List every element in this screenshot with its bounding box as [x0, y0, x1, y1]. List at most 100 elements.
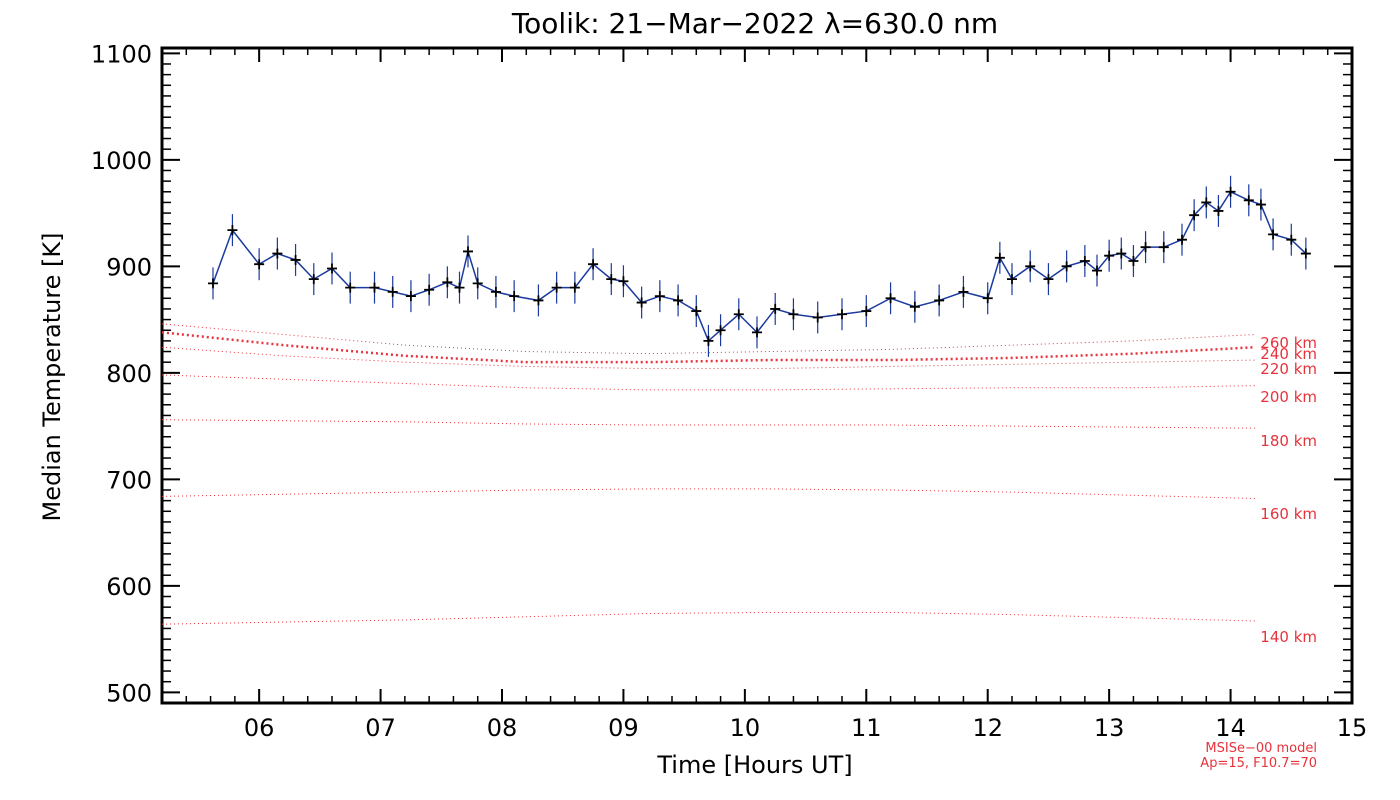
data-point	[490, 286, 501, 297]
model-curve	[161, 374, 1255, 391]
x-tick-label: 14	[1215, 714, 1246, 742]
data-point	[1061, 261, 1072, 272]
data-point	[934, 295, 945, 306]
temperature-series	[208, 175, 1311, 357]
data-point	[454, 282, 465, 293]
y-tick-label: 1100	[91, 40, 152, 68]
x-tick-label: 15	[1337, 714, 1368, 742]
data-point	[442, 277, 453, 288]
data-point	[636, 297, 647, 308]
data-point	[861, 306, 872, 317]
data-point	[654, 291, 665, 302]
y-tick-label: 600	[106, 573, 152, 601]
chart-title: Toolik: 21−Mar−2022 λ=630.0 nm	[511, 7, 998, 40]
data-point	[1079, 256, 1090, 267]
data-point	[994, 252, 1005, 263]
model-curve-label: 140 km	[1260, 628, 1317, 646]
model-curve-label: 180 km	[1260, 432, 1317, 450]
data-point	[308, 274, 319, 285]
model-curve	[161, 611, 1255, 625]
data-point	[703, 335, 714, 346]
data-point	[1116, 248, 1127, 259]
data-point	[1092, 265, 1102, 276]
data-point	[982, 293, 993, 304]
model-note-line-1: MSISe−00 model	[1205, 741, 1317, 756]
data-point	[1025, 261, 1036, 272]
x-tick-label: 11	[851, 714, 882, 742]
data-point	[715, 325, 726, 336]
model-curve-label: 240 km	[1260, 345, 1317, 363]
axes: 06 07 08 09 10 11 12 13 14 15 500 600 700 800 900 1000 1…	[91, 40, 1367, 742]
data-point	[837, 309, 847, 320]
data-point	[752, 327, 762, 338]
data-point	[208, 278, 218, 289]
data-point	[1201, 197, 1212, 208]
data-point	[1255, 199, 1266, 210]
x-tick-label: 13	[1094, 714, 1125, 742]
data-point	[885, 293, 896, 304]
model-curve-label: 200 km	[1260, 388, 1317, 406]
model-curve-label: 260 km	[1260, 334, 1317, 352]
data-point	[673, 295, 684, 306]
data-point	[1158, 242, 1169, 253]
data-point	[509, 291, 520, 302]
data-point	[272, 248, 283, 259]
data-point	[1225, 186, 1236, 197]
data-point	[733, 309, 744, 320]
y-axis-label: Median Temperature [K]	[38, 232, 66, 521]
plot-frame	[160, 46, 1354, 705]
x-tick-label: 09	[608, 714, 639, 742]
data-point	[691, 306, 702, 317]
data-point	[1140, 242, 1151, 253]
data-point	[327, 263, 337, 274]
data-point	[569, 282, 580, 293]
data-point	[227, 225, 238, 236]
x-tick-label: 08	[487, 714, 518, 742]
y-tick-label: 800	[106, 360, 152, 388]
data-point	[606, 274, 617, 285]
data-point	[1007, 274, 1017, 285]
data-point	[958, 286, 969, 297]
data-point	[1189, 210, 1200, 221]
data-point	[812, 312, 823, 323]
data-point	[588, 259, 599, 270]
model-curve-label: 160 km	[1260, 505, 1317, 523]
data-point	[254, 259, 265, 270]
data-point	[463, 246, 473, 257]
data-point	[1043, 274, 1054, 285]
data-point	[387, 286, 398, 297]
data-point	[369, 282, 380, 293]
model-curve-label: 220 km	[1260, 360, 1317, 378]
x-tick-label: 07	[365, 714, 396, 742]
data-point	[290, 254, 301, 265]
data-point	[472, 278, 483, 289]
x-tick-label: 10	[730, 714, 761, 742]
y-tick-label: 900	[106, 253, 152, 281]
data-point	[551, 282, 562, 293]
y-tick-label: 500	[106, 679, 152, 707]
y-tick-label: 700	[106, 466, 152, 494]
y-tick-label: 1000	[91, 147, 152, 175]
data-point	[1128, 256, 1139, 267]
data-point	[1286, 234, 1297, 245]
data-point	[770, 303, 781, 314]
x-tick-label: 06	[244, 714, 275, 742]
data-point	[1213, 205, 1224, 216]
x-tick-label: 12	[972, 714, 1003, 742]
data-point	[1104, 250, 1115, 261]
data-point	[909, 301, 920, 312]
data-point	[345, 282, 356, 293]
model-note-line-2: Ap=15, F10.7=70	[1200, 756, 1317, 771]
data-point	[424, 284, 435, 295]
data-point	[1177, 234, 1187, 245]
data-point	[618, 276, 629, 287]
model-curve	[161, 488, 1255, 500]
x-axis-label: Time [Hours UT]	[656, 751, 852, 779]
data-point	[1300, 248, 1311, 259]
series-line	[212, 190, 1307, 343]
data-point	[788, 309, 799, 320]
model-curve	[161, 419, 1255, 429]
data-point	[1243, 195, 1254, 206]
